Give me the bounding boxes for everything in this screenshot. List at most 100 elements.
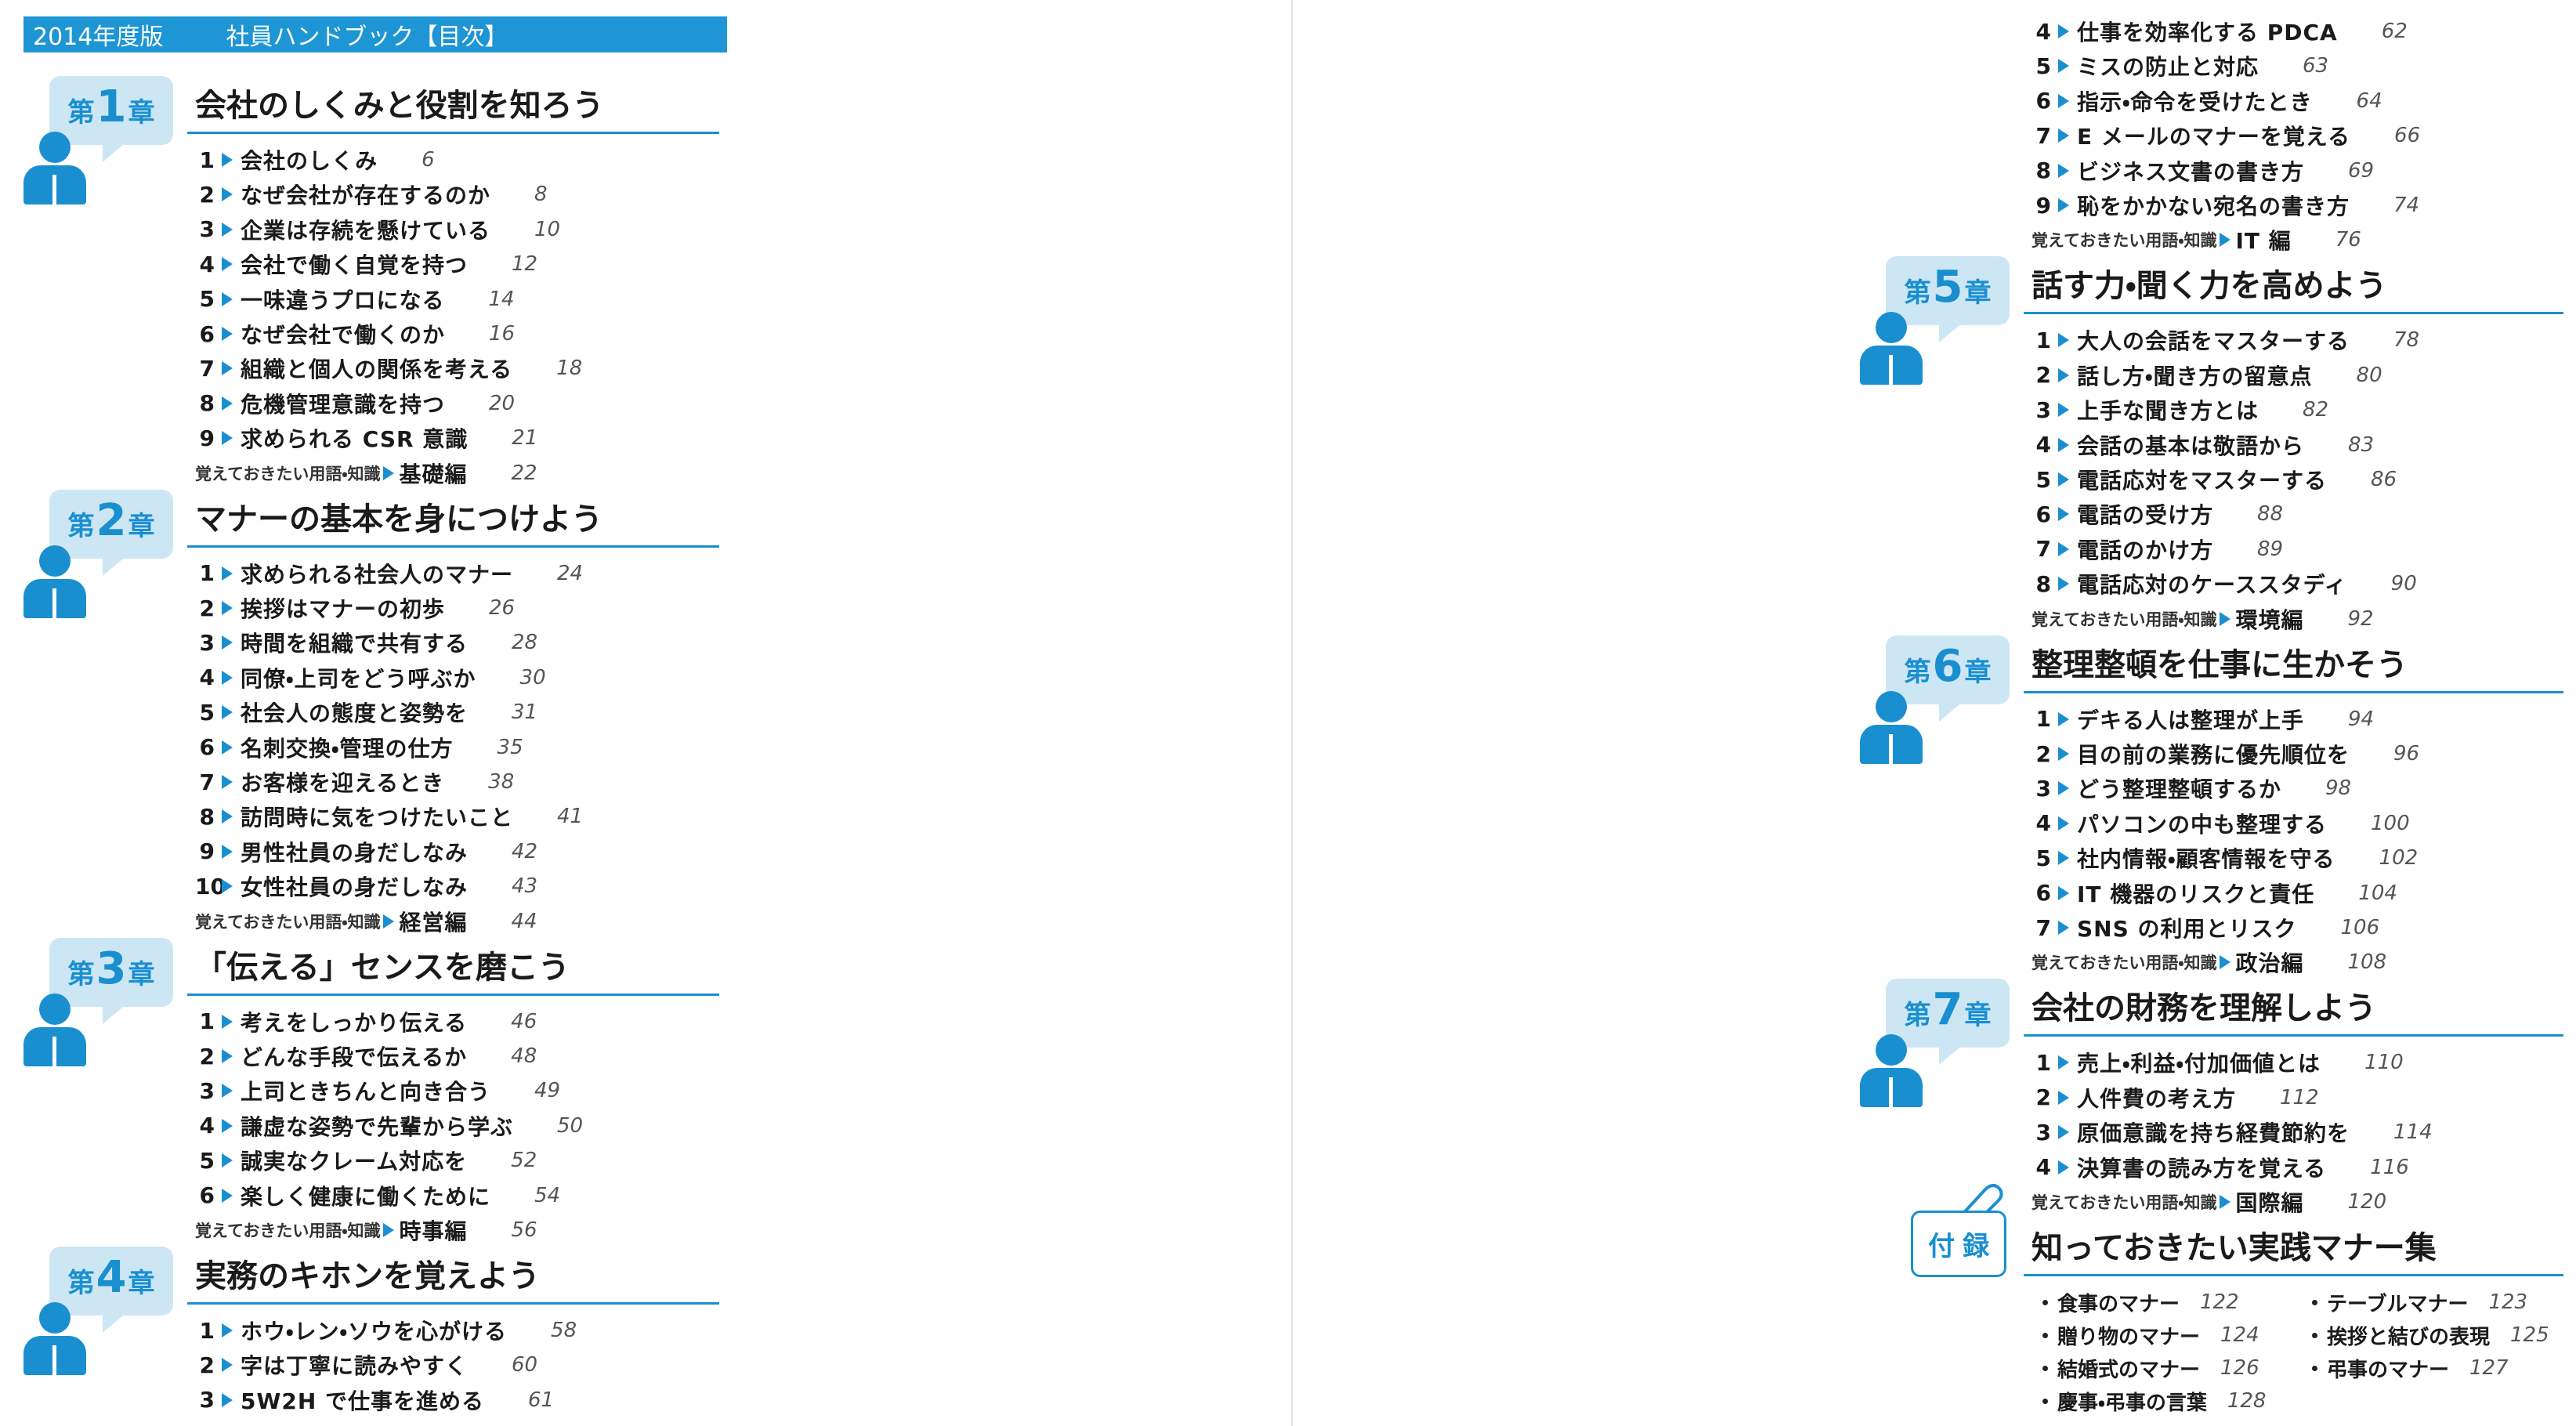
item-arrow bbox=[222, 1358, 233, 1373]
item-number: 2 bbox=[2035, 1084, 2051, 1111]
glossary-arrow bbox=[2220, 1195, 2231, 1209]
item-arrow bbox=[2058, 128, 2069, 143]
item-arrow bbox=[222, 291, 233, 306]
badge-tail bbox=[103, 558, 123, 576]
item-page: 42 bbox=[512, 839, 538, 863]
glossary-arrow bbox=[383, 914, 395, 928]
toc-item: 6 電話の受け方 88 bbox=[2031, 498, 2284, 530]
item-text: どう整理整頓するか bbox=[2077, 776, 2282, 803]
item-text: 会社で働く自覚を持つ bbox=[241, 252, 469, 279]
item-text: 上司ときちんと向き合う bbox=[241, 1079, 491, 1106]
badge-suffix: 章 bbox=[128, 97, 155, 128]
toc-item: 3 5W2H で仕事を進める 61 bbox=[195, 1384, 555, 1416]
item-arrow bbox=[222, 327, 233, 341]
toc-item: 9 恥をかかない宛名の書き方 74 bbox=[2031, 190, 2420, 221]
item-number: 3 bbox=[2035, 396, 2051, 423]
item-page: 30 bbox=[519, 665, 546, 689]
toc-item: 10 女性社員の身だしなみ 43 bbox=[195, 870, 537, 902]
badge-suffix: 章 bbox=[1964, 277, 1992, 309]
item-text: IT 機器のリスクと責任 bbox=[2077, 881, 2315, 907]
item-arrow bbox=[222, 361, 233, 376]
toc-item: 3 上司ときちんと向き合う 49 bbox=[195, 1075, 561, 1106]
badge-number: 7 bbox=[1932, 984, 1963, 1036]
item-text: E メールのマナーを覚える bbox=[2077, 124, 2351, 150]
title-underline bbox=[187, 545, 719, 548]
glossary-page: 120 bbox=[2347, 1190, 2387, 1214]
item-page: 20 bbox=[489, 391, 516, 415]
badge-number: 6 bbox=[1932, 640, 1963, 692]
item-text: 求められる社会人のマナー bbox=[241, 561, 514, 588]
toc-item: 8 訪問時に気をつけたいこと 41 bbox=[195, 801, 584, 832]
bullet bbox=[2042, 1365, 2048, 1371]
item-text: 会社のしくみ bbox=[241, 148, 378, 174]
appendix-item: 挨拶と結びの表現 125 bbox=[2309, 1319, 2549, 1351]
person-head bbox=[1876, 1034, 1907, 1066]
toc-item: 4 会社で働く自覚を持つ 12 bbox=[195, 248, 538, 280]
toc-item: 3 時間を組織で共有する 28 bbox=[195, 627, 538, 658]
item-number: 5 bbox=[199, 1147, 215, 1174]
toc-item: 2 どんな手段で伝えるか 48 bbox=[195, 1041, 537, 1072]
item-page: 96 bbox=[2393, 742, 2420, 765]
item-text: ビジネス文書の書き方 bbox=[2077, 158, 2305, 185]
badge-tail bbox=[1939, 1048, 1959, 1066]
item-text: 求められる CSR 意識 bbox=[241, 426, 469, 453]
item-text: 電話の受け方 bbox=[2077, 502, 2214, 529]
glossary-label: 覚えておきたい用語・知識 bbox=[2031, 954, 2217, 973]
item-number: 7 bbox=[2035, 536, 2051, 563]
toc-item: 2 なぜ会社が存在するのか 8 bbox=[195, 179, 548, 210]
item-arrow bbox=[2058, 403, 2069, 418]
badge-tail bbox=[1939, 325, 1959, 343]
item-text: なぜ会社が存在するのか bbox=[241, 183, 491, 209]
toc-item: 3 上手な聞き方とは 82 bbox=[2031, 394, 2329, 425]
item-arrow bbox=[2058, 163, 2069, 178]
toc-item: 1 大人の会話をマスターする 78 bbox=[2031, 324, 2420, 356]
item-arrow bbox=[222, 1392, 233, 1407]
toc-item: 3 どう整理整頓するか 98 bbox=[2031, 773, 2352, 804]
item-text: 会話の基本は敬語から bbox=[2077, 433, 2305, 459]
header-title: 社員ハンドブック【目次】 bbox=[226, 24, 508, 51]
item-page: 98 bbox=[2325, 776, 2352, 801]
glossary: 覚えておきたい用語・知識 政治編 108 bbox=[2031, 946, 2386, 978]
item-text: 人件費の考え方 bbox=[2077, 1085, 2237, 1112]
item-page: 100 bbox=[2371, 811, 2410, 835]
item-page: 110 bbox=[2364, 1051, 2404, 1075]
person-tie bbox=[1889, 733, 1893, 764]
toc-item: 5 一味違うプロになる 14 bbox=[195, 284, 515, 315]
item-number: 9 bbox=[199, 425, 215, 451]
toc-item: 5 電話応対をマスターする 86 bbox=[2031, 464, 2397, 495]
item-arrow bbox=[222, 566, 233, 581]
badge-prefix: 第 bbox=[1904, 1000, 1931, 1032]
item-text: ホウ・レン・ソウを心がける bbox=[241, 1319, 508, 1345]
item-number: 1 bbox=[2035, 327, 2051, 353]
item-text: 同僚・上司をどう呼ぶか bbox=[241, 665, 476, 692]
item-text: SNS の利用とリスク bbox=[2077, 916, 2297, 942]
item-arrow bbox=[222, 222, 233, 237]
chapter-title: 会社の財務を理解しよう bbox=[2031, 990, 2376, 1027]
toc-item: 3 原価意識を持ち経費節約を 114 bbox=[2031, 1117, 2433, 1148]
item-number: 3 bbox=[199, 1387, 215, 1413]
item-text: 売上・利益・付加価値とは bbox=[2077, 1051, 2321, 1077]
item-page: 86 bbox=[2371, 468, 2397, 491]
item-number: 2 bbox=[199, 595, 215, 621]
toc-item: 1 求められる社会人のマナー 24 bbox=[195, 558, 584, 589]
glossary-label: 覚えておきたい用語・知識 bbox=[2031, 231, 2217, 251]
item-text: 上手な聞き方とは bbox=[2077, 398, 2259, 425]
glossary-page: 22 bbox=[511, 461, 537, 485]
toc-item: 2 挨拶はマナーの初歩 26 bbox=[195, 592, 516, 624]
item-page: 24 bbox=[557, 561, 584, 585]
glossary-label: 覚えておきたい用語・知識 bbox=[2031, 1193, 2217, 1212]
item-page: 14 bbox=[488, 287, 515, 311]
appendix-text: 贈り物のマナー bbox=[2057, 1325, 2201, 1349]
glossary: 覚えておきたい用語・知識 国際編 120 bbox=[2031, 1186, 2386, 1218]
appendix-page: 122 bbox=[2200, 1290, 2239, 1314]
appendix-page: 125 bbox=[2510, 1323, 2549, 1347]
item-number: 6 bbox=[199, 320, 215, 347]
item-page: 64 bbox=[2356, 89, 2382, 113]
item-page: 49 bbox=[534, 1079, 561, 1103]
appendix-text: 慶事・弔事の言葉 bbox=[2057, 1391, 2207, 1415]
chapter-title: 知っておきたい実践マナー集 bbox=[2031, 1230, 2437, 1266]
chapter-title: 話す力・聞く力を高めよう bbox=[2031, 268, 2387, 305]
